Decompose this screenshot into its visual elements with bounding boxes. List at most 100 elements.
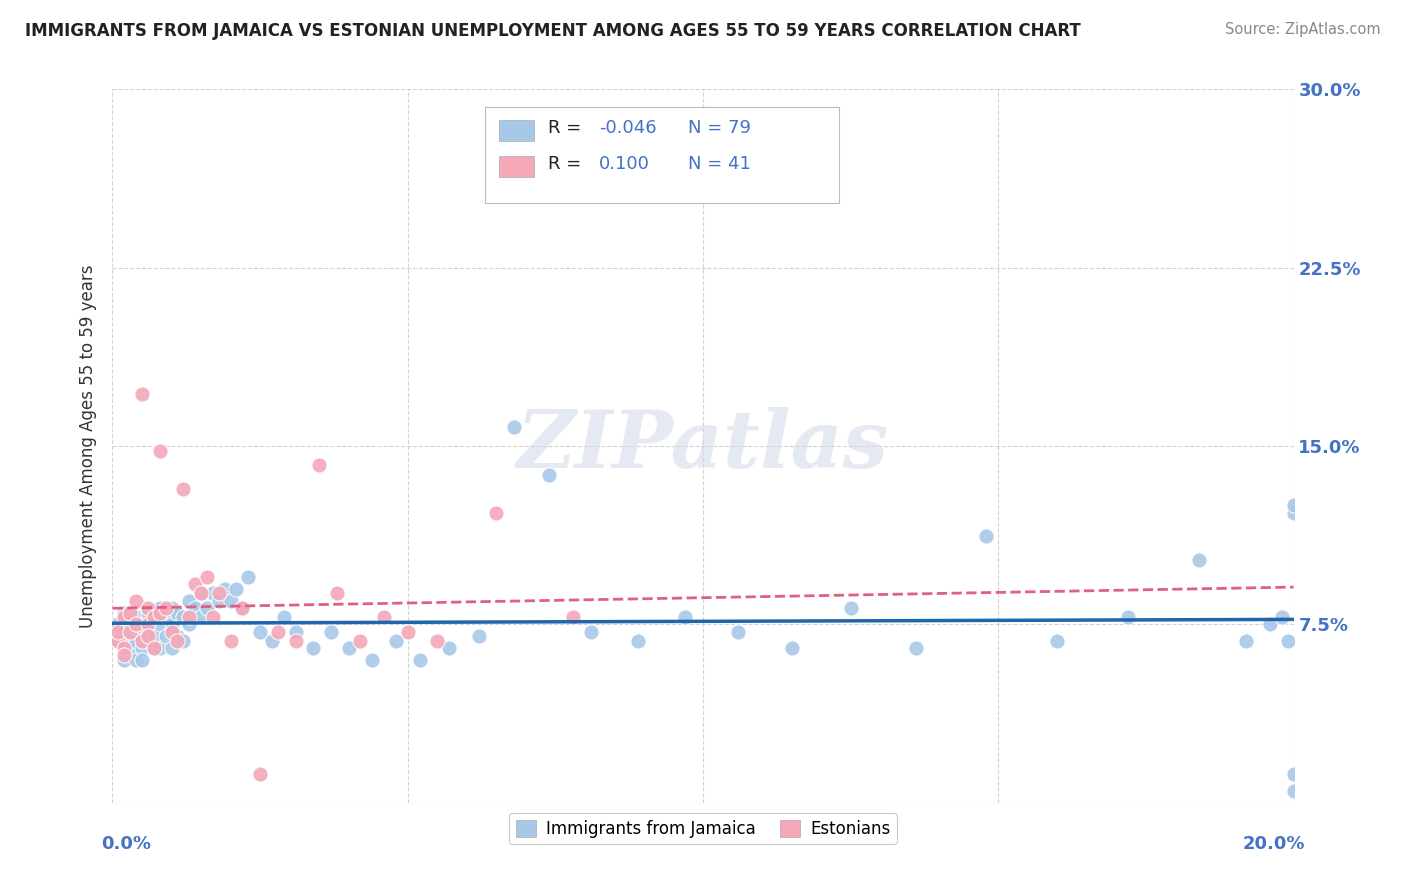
Point: [112, 641, 135, 656]
Point: [125, 593, 148, 607]
Point: [184, 577, 207, 591]
Point: [142, 641, 165, 656]
Text: 0.100: 0.100: [599, 155, 650, 173]
Point: [485, 506, 508, 520]
Point: [284, 634, 307, 648]
Point: [172, 482, 194, 496]
Point: [112, 610, 135, 624]
Point: [136, 617, 159, 632]
Point: [1277, 634, 1299, 648]
Point: [131, 641, 153, 656]
Point: [337, 641, 360, 656]
Point: [839, 600, 862, 615]
Point: [1234, 634, 1257, 648]
Point: [437, 641, 460, 656]
Point: [125, 634, 148, 648]
Point: [627, 634, 650, 648]
Point: [284, 624, 307, 639]
Point: [408, 653, 430, 667]
Text: -0.046: -0.046: [599, 120, 657, 137]
Point: [107, 624, 129, 639]
Point: [125, 617, 148, 632]
Point: [131, 634, 153, 648]
Text: IMMIGRANTS FROM JAMAICA VS ESTONIAN UNEMPLOYMENT AMONG AGES 55 TO 59 YEARS CORRE: IMMIGRANTS FROM JAMAICA VS ESTONIAN UNEM…: [25, 22, 1081, 40]
Point: [904, 641, 927, 656]
Point: [120, 606, 142, 620]
FancyBboxPatch shape: [485, 107, 839, 203]
Point: [172, 634, 194, 648]
Point: [1282, 499, 1305, 513]
Text: 0.0%: 0.0%: [101, 835, 150, 853]
Point: [149, 443, 172, 458]
Point: [107, 634, 129, 648]
Point: [160, 600, 183, 615]
Point: [131, 386, 153, 401]
Point: [302, 641, 325, 656]
Point: [727, 624, 749, 639]
Point: [131, 617, 153, 632]
Point: [190, 586, 212, 600]
Point: [1282, 784, 1305, 798]
Text: 20.0%: 20.0%: [1243, 835, 1305, 853]
Point: [120, 617, 142, 632]
FancyBboxPatch shape: [499, 155, 534, 177]
Text: ZIPatlas: ZIPatlas: [517, 408, 889, 484]
Point: [673, 610, 696, 624]
Point: [361, 653, 384, 667]
Legend: Immigrants from Jamaica, Estonians: Immigrants from Jamaica, Estonians: [509, 813, 897, 845]
Point: [1258, 617, 1281, 632]
Point: [107, 634, 129, 648]
Point: [231, 600, 253, 615]
Point: [120, 624, 142, 639]
Point: [538, 467, 561, 482]
Point: [1282, 506, 1305, 520]
Point: [349, 634, 371, 648]
Point: [149, 641, 172, 656]
Point: [142, 610, 165, 624]
Point: [326, 586, 349, 600]
Point: [179, 617, 201, 632]
Point: [149, 617, 172, 632]
Point: [142, 610, 165, 624]
Text: R =: R =: [548, 155, 588, 173]
Point: [179, 593, 201, 607]
Point: [385, 634, 408, 648]
Point: [179, 610, 201, 624]
Point: [562, 610, 585, 624]
Point: [166, 629, 188, 643]
Point: [107, 617, 129, 632]
Point: [172, 610, 194, 624]
Point: [131, 653, 153, 667]
Text: N = 79: N = 79: [688, 120, 751, 137]
Point: [136, 634, 159, 648]
Point: [225, 582, 247, 596]
Point: [426, 634, 449, 648]
Point: [249, 624, 271, 639]
Point: [308, 458, 330, 472]
Point: [208, 593, 231, 607]
Point: [112, 648, 135, 663]
Point: [273, 610, 295, 624]
Point: [1282, 767, 1305, 781]
Point: [160, 624, 183, 639]
Point: [190, 610, 212, 624]
Y-axis label: Unemployment Among Ages 55 to 59 years: Unemployment Among Ages 55 to 59 years: [79, 264, 97, 628]
Point: [131, 629, 153, 643]
Point: [136, 617, 159, 632]
Point: [125, 610, 148, 624]
Point: [184, 600, 207, 615]
Point: [142, 629, 165, 643]
Point: [136, 606, 159, 620]
Point: [112, 606, 135, 620]
Point: [120, 641, 142, 656]
Point: [136, 600, 159, 615]
Point: [155, 629, 177, 643]
Point: [214, 582, 236, 596]
Point: [579, 624, 602, 639]
Text: Source: ZipAtlas.com: Source: ZipAtlas.com: [1225, 22, 1381, 37]
Point: [149, 606, 172, 620]
Point: [1271, 610, 1294, 624]
Point: [219, 593, 242, 607]
Point: [396, 624, 419, 639]
Point: [125, 653, 148, 667]
